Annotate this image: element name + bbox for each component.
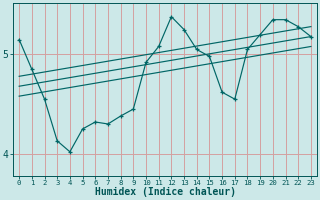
X-axis label: Humidex (Indice chaleur): Humidex (Indice chaleur) xyxy=(94,187,236,197)
